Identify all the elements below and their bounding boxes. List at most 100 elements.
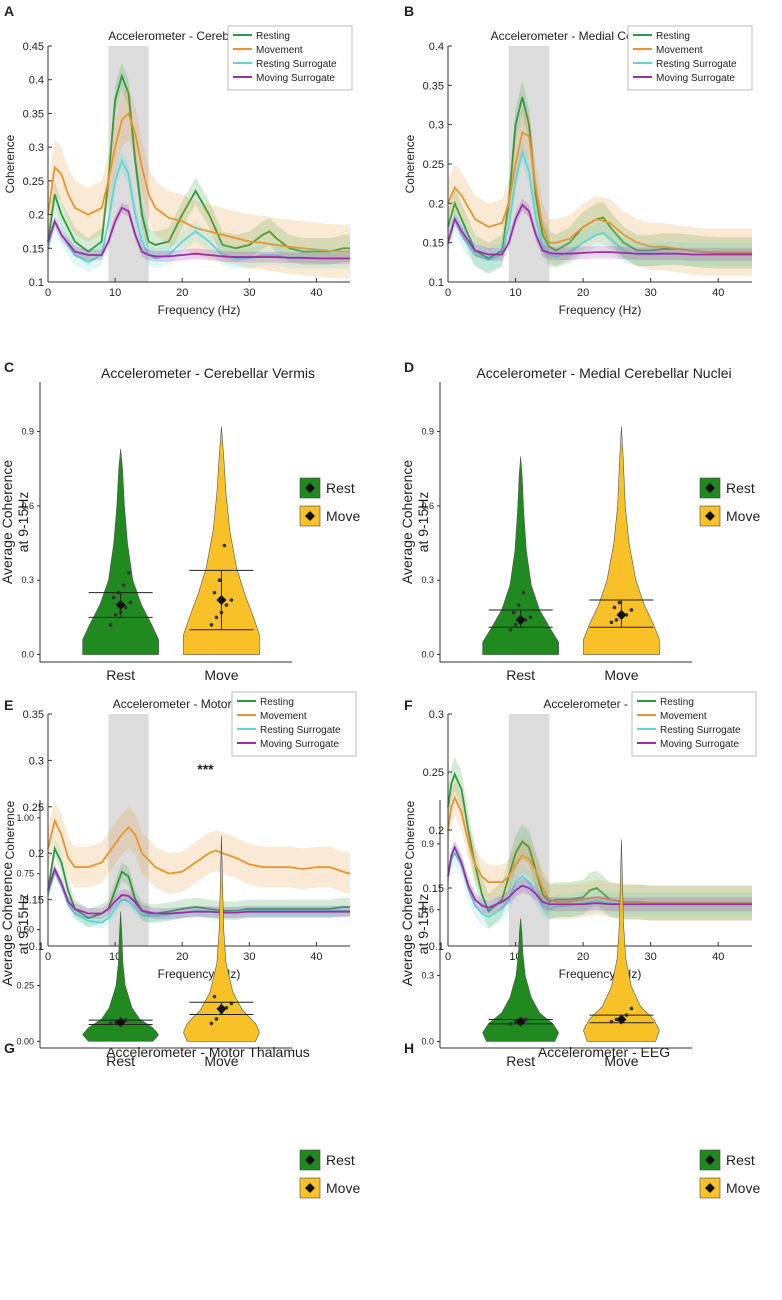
category-label: Move — [204, 667, 238, 683]
panel-a: A 0 10 20 30 40 0.1 0.15 0.2 0.25 0.3 0.35 0.4 0.45 Fr… — [3, 3, 353, 317]
data-point — [214, 615, 219, 620]
series-line-movement — [47, 111, 350, 253]
legend-label: Rest — [726, 1152, 755, 1168]
violin-legend: Rest Move — [299, 477, 360, 527]
legend-diamond — [705, 1155, 715, 1165]
violin-rest — [482, 918, 559, 1042]
y-tick-label: 0.9 — [21, 427, 34, 437]
x-tick-label: 0 — [445, 951, 451, 963]
legend-label: Movement — [260, 711, 307, 722]
y-tick-label: 0.3 — [21, 575, 34, 585]
panel-letter: A — [4, 3, 14, 19]
data-point — [209, 623, 214, 627]
violin-move — [583, 426, 660, 655]
mean-marker — [115, 1017, 126, 1028]
panel-letter: F — [404, 697, 413, 713]
y-axis-label-line1: Average Coherence — [399, 862, 415, 986]
y-tick-label: 0.0 — [421, 650, 434, 660]
legend-label: Movement — [660, 711, 707, 722]
data-point — [212, 994, 217, 999]
x-tick-label: 20 — [577, 287, 589, 299]
series-error-band-resting — [448, 756, 752, 929]
data-point — [508, 627, 513, 632]
mean-marker — [515, 1016, 526, 1027]
y-tick-label: 0.35 — [23, 709, 44, 721]
chart-legend: Resting Movement Resting Surrogate Moving S… — [627, 25, 753, 91]
y-tick-label: 0.50 — [16, 925, 34, 935]
category-label: Rest — [106, 667, 135, 683]
y-tick-label: 0.3 — [29, 142, 44, 154]
y-axis-label-line2: at 9-15Hz — [415, 894, 431, 955]
violin-move — [183, 426, 260, 655]
frequency-band-shade — [508, 714, 550, 946]
data-point — [617, 600, 622, 605]
series-line-movement — [447, 131, 752, 254]
y-tick-label: 0.25 — [23, 176, 44, 188]
y-tick-label: 0.45 — [23, 41, 44, 53]
mean-marker — [616, 609, 627, 620]
legend-diamond — [305, 511, 315, 521]
y-tick-label: 0.15 — [423, 238, 444, 250]
y-tick-label: 0.2 — [429, 198, 444, 210]
mean-marker — [616, 1014, 627, 1025]
data-point — [123, 605, 128, 610]
legend-label: Resting — [660, 697, 694, 708]
category-label: Rest — [506, 667, 535, 683]
chart-title: Accelerometer - Medial Cerebellar Nuclei — [476, 365, 731, 381]
data-point — [528, 615, 533, 620]
x-tick-label: 0 — [45, 951, 51, 963]
chart-title: Accelerometer - EEG — [538, 1044, 670, 1060]
legend-label: Move — [726, 508, 760, 524]
y-tick-label: 0.25 — [423, 159, 444, 171]
series-line-movement — [447, 795, 752, 904]
panel-g: G 0.00 0.25 0.50 0.75 1.00 Average Coherence at… — [0, 761, 360, 1199]
y-tick-label: 0.25 — [423, 767, 444, 779]
data-point — [113, 613, 118, 617]
legend-label: Moving Surrogate — [656, 73, 735, 84]
panel-c: C 0.0 0.3 0.6 0.9 Average Coherence at 9-15Hz A… — [0, 359, 360, 683]
y-tick-label: 0.15 — [423, 883, 444, 895]
legend-label: Rest — [326, 480, 355, 496]
category-label: Move — [604, 667, 638, 683]
y-tick-label: 0.0 — [21, 650, 34, 660]
series-error-band-movement — [48, 86, 350, 279]
y-axis-label-line2: at 9-15Hz — [15, 492, 31, 553]
data-point — [229, 598, 234, 602]
series-error-band-resting_surrogate — [48, 866, 350, 929]
x-tick-label: 30 — [645, 951, 657, 963]
data-point — [629, 1006, 634, 1011]
legend-label: Movement — [656, 45, 703, 56]
violin-rest — [482, 456, 559, 655]
legend-label: Rest — [326, 1152, 355, 1168]
y-tick-label: 0.1 — [29, 277, 44, 289]
legend-label: Moving Surrogate — [660, 739, 739, 750]
series-line-moving_surrogate — [47, 866, 350, 915]
x-tick-label: 10 — [109, 951, 121, 963]
panel-h: H 0.0 0.3 0.6 0.9 Average Coherence at 9-15Hz A… — [399, 800, 760, 1199]
x-tick-label: 0 — [45, 287, 51, 299]
y-tick-label: 0.2 — [429, 825, 444, 837]
data-point — [209, 1021, 214, 1026]
data-point — [217, 578, 222, 583]
category-label: Rest — [106, 1053, 135, 1069]
legend-box — [231, 691, 357, 757]
y-tick-label: 0.35 — [23, 108, 44, 120]
panel-letter: G — [4, 1040, 15, 1056]
series-line-movement — [47, 818, 351, 875]
violin-rest — [82, 448, 159, 655]
violin-legend: Rest Move — [699, 1149, 760, 1199]
y-axis-label: Coherence — [403, 134, 417, 193]
category-label: Move — [204, 1053, 238, 1069]
legend-label: Moving Surrogate — [256, 73, 335, 84]
series-error-band-movement — [448, 108, 752, 276]
panel-letter: E — [4, 697, 13, 713]
x-tick-label: 0 — [445, 287, 451, 299]
y-axis-label-line1: Average Coherence — [0, 460, 15, 584]
y-tick-label: 0.9 — [421, 427, 434, 437]
y-tick-label: 0.15 — [23, 243, 44, 255]
panel-letter: D — [404, 359, 414, 375]
y-tick-label: 0.1 — [429, 277, 444, 289]
x-tick-label: 30 — [243, 287, 255, 299]
series-line-resting — [47, 845, 350, 920]
